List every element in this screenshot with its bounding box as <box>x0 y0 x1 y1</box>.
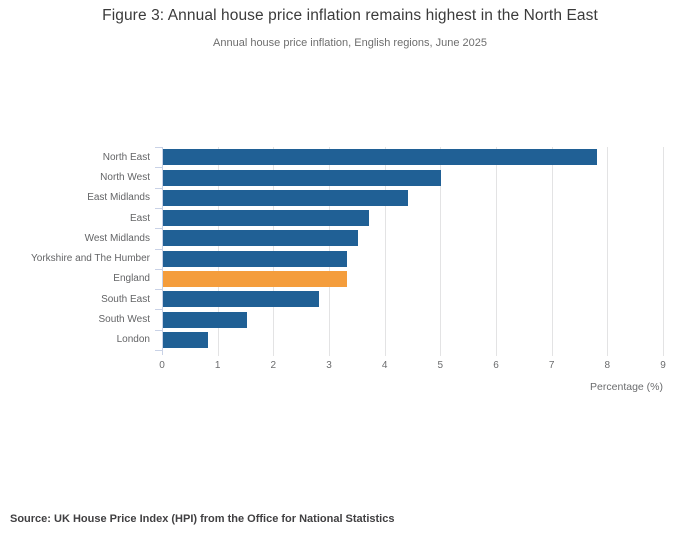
y-axis-tick <box>155 147 162 148</box>
category-label: Yorkshire and The Humber <box>31 253 150 265</box>
gridline <box>607 147 609 356</box>
bar-north-east <box>163 149 598 166</box>
gridline <box>496 147 497 356</box>
y-axis-line <box>162 147 163 355</box>
gridline <box>384 147 386 356</box>
x-tick-label: 4 <box>381 360 388 371</box>
category-label: South West <box>98 314 150 326</box>
x-tick-label: 3 <box>326 360 332 371</box>
x-tick-label: 7 <box>548 360 555 371</box>
chart-subtitle: Annual house price inflation, English re… <box>213 37 487 49</box>
x-tick-label: 1 <box>214 360 221 371</box>
y-axis-tick <box>155 309 162 311</box>
category-label: England <box>113 273 150 285</box>
y-axis-tick <box>155 228 162 230</box>
category-label: East Midlands <box>87 192 150 204</box>
source-text: Source: UK House Price Index (HPI) from … <box>10 513 395 525</box>
bar-london <box>163 331 208 348</box>
y-axis-tick <box>155 350 162 351</box>
y-axis-tick <box>155 248 162 250</box>
y-axis-tick <box>155 329 162 331</box>
x-tick-label: 9 <box>660 360 666 371</box>
x-tick-label: 5 <box>437 360 444 371</box>
x-axis-title: Percentage (%) <box>590 381 663 393</box>
category-label: West Midlands <box>84 232 150 244</box>
x-tick-label: 2 <box>270 360 277 371</box>
category-label: London <box>116 334 150 346</box>
x-tick-label: 0 <box>159 360 165 371</box>
category-label: South East <box>101 293 150 305</box>
bar-south-west <box>163 311 247 328</box>
plot-area <box>155 147 664 356</box>
category-label: North West <box>100 171 150 183</box>
chart-title: Figure 3: Annual house price inflation r… <box>102 7 598 24</box>
category-label: East <box>129 212 150 224</box>
gridline <box>663 147 664 356</box>
category-label: North East <box>102 151 150 163</box>
gridline <box>551 147 553 356</box>
x-tick-label: 8 <box>604 360 611 371</box>
bar-england <box>163 271 347 287</box>
y-axis-tick <box>155 268 162 270</box>
bar-yorkshire-and-the-humber <box>163 250 347 267</box>
bar-east <box>163 210 369 227</box>
y-axis-tick <box>155 289 162 291</box>
y-axis-tick <box>155 167 162 169</box>
bar-north-west <box>163 169 442 186</box>
x-tick-label: 6 <box>493 360 499 371</box>
y-axis-tick <box>155 207 162 209</box>
gridline <box>440 147 442 356</box>
y-axis-labels: North East North West East Midlands East Wes… <box>0 147 150 350</box>
bar-west-midlands <box>163 230 358 247</box>
bar-south-east <box>163 291 319 308</box>
y-axis-tick <box>155 187 162 189</box>
bar-east-midlands <box>163 189 408 206</box>
